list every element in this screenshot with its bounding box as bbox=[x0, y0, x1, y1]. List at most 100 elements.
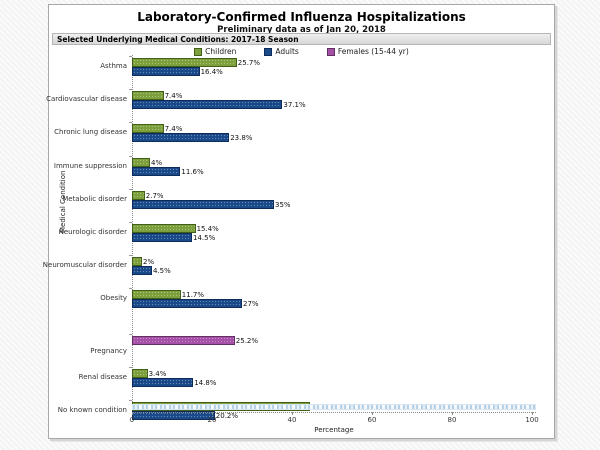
x-axis-tick bbox=[132, 412, 133, 415]
category-row-obesity: Obesity 11.7% 27% bbox=[100, 288, 532, 323]
y-axis-tick bbox=[129, 188, 132, 190]
bar-adults[interactable]: 11.6% bbox=[132, 166, 204, 176]
x-axis-tick bbox=[212, 412, 213, 415]
category-label: Metabolic disorder bbox=[62, 194, 127, 203]
y-axis-tick bbox=[129, 255, 132, 257]
legend-label: Children bbox=[205, 47, 237, 56]
category-row-cardiovascular-disease: Cardiovascular disease 7.4% 37.1% bbox=[46, 89, 532, 124]
panel-header: Selected Underlying Medical Conditions: … bbox=[52, 33, 551, 45]
bar-value-label: 11.7% bbox=[181, 291, 205, 300]
bar-value-label: 14.5% bbox=[193, 233, 216, 242]
category-label: Pregnancy bbox=[90, 347, 127, 355]
x-axis-tick-label: 60 bbox=[367, 416, 377, 424]
chart-subtitle: Preliminary data as of Jan 20, 2018 bbox=[217, 25, 386, 35]
chart-scrollbar[interactable] bbox=[132, 404, 536, 410]
category-label: Immune suppression bbox=[53, 161, 127, 170]
plot-area: Asthma 25.7% 16.4% Cardiovascular disease 7.… bbox=[43, 56, 532, 435]
bar-adults[interactable]: 35% bbox=[132, 199, 291, 209]
y-axis-tick bbox=[129, 221, 132, 223]
bar-value-label: 4% bbox=[151, 158, 163, 167]
category-row-metabolic-disorder: Metabolic disorder 2.7% 35% bbox=[62, 188, 532, 224]
legend-label: Adults bbox=[275, 47, 299, 56]
bar-value-label: 11.6% bbox=[181, 167, 204, 176]
category-label: No known condition bbox=[57, 405, 127, 414]
bar-value-label: 2% bbox=[143, 258, 155, 267]
bar-adults[interactable]: 16.4% bbox=[132, 67, 223, 76]
legend-swatch-icon bbox=[264, 47, 273, 56]
x-axis-tick-label: 0 bbox=[129, 416, 135, 424]
bar-value-label: 16.4% bbox=[200, 68, 223, 76]
bar-adults[interactable]: 4.5% bbox=[132, 266, 171, 276]
bar-value-label: 25.2% bbox=[235, 336, 259, 345]
bar-children[interactable]: 2.7% bbox=[132, 190, 164, 200]
x-axis-tick bbox=[372, 412, 373, 415]
bar-children[interactable]: 7.4% bbox=[132, 124, 182, 134]
y-axis-tick bbox=[129, 333, 132, 335]
bar-adults[interactable]: 20.2% bbox=[132, 410, 238, 420]
category-label: Neuromuscular disorder bbox=[42, 261, 127, 270]
y-axis-tick bbox=[129, 155, 132, 157]
category-label: Asthma bbox=[100, 62, 127, 70]
legend-item-females-15-44-yr[interactable]: Females (15-44 yr) bbox=[326, 47, 409, 56]
bar-value-label: 23.8% bbox=[230, 134, 253, 143]
bar-value-label: 20.2% bbox=[215, 411, 239, 420]
bar-children[interactable]: 3.4% bbox=[132, 368, 166, 378]
legend-item-children[interactable]: Children bbox=[194, 47, 236, 56]
bar-value-label: 3.4% bbox=[148, 369, 167, 378]
y-axis-tick bbox=[129, 122, 132, 124]
bar-value-label: 27% bbox=[243, 300, 259, 309]
bar-children[interactable]: 7.4% bbox=[132, 91, 182, 101]
bar-value-label: 2.7% bbox=[145, 191, 164, 200]
legend-item-adults[interactable]: Adults bbox=[264, 47, 299, 56]
bar-children[interactable]: 4% bbox=[132, 157, 162, 167]
category-label: Neurologic disorder bbox=[58, 227, 127, 236]
bar-value-label: 35% bbox=[275, 200, 291, 209]
legend-swatch-icon bbox=[326, 47, 335, 56]
bar-adults[interactable]: 23.8% bbox=[132, 133, 252, 143]
x-axis-tick bbox=[452, 412, 453, 415]
x-axis-tick-label: 80 bbox=[447, 416, 457, 424]
category-row-neurologic-disorder: Neurologic disorder 15.4% 14.5% bbox=[59, 221, 532, 257]
x-axis-tick bbox=[292, 412, 293, 415]
legend-swatch-icon bbox=[194, 47, 203, 56]
x-axis-tick-label: 20 bbox=[207, 416, 217, 424]
bar-adults[interactable]: 37.1% bbox=[132, 100, 306, 110]
x-axis-tick-label: 40 bbox=[287, 416, 297, 424]
bar-adults[interactable]: 14.5% bbox=[132, 232, 215, 242]
category-row-neuromuscular-disorder: Neuromuscular disorder 2% 4.5% bbox=[43, 255, 532, 290]
bar-adults[interactable]: 27% bbox=[132, 299, 259, 309]
y-axis-tick bbox=[129, 56, 132, 57]
bar-value-label: 7.4% bbox=[164, 125, 183, 134]
y-axis-tick bbox=[129, 89, 132, 91]
bar-children[interactable]: 25.7% bbox=[132, 58, 260, 67]
bar-children[interactable]: 11.7% bbox=[132, 290, 204, 300]
y-axis-tick bbox=[129, 288, 132, 290]
category-row-immune-suppression: Immune suppression 4% 11.6% bbox=[54, 155, 532, 191]
legend-label: Females (15-44 yr) bbox=[337, 47, 409, 56]
bar-children[interactable]: 2% bbox=[132, 257, 154, 267]
x-axis-tick-label: 100 bbox=[525, 416, 539, 424]
bar-adults[interactable]: 14.8% bbox=[132, 377, 216, 387]
bar-value-label: 25.7% bbox=[237, 59, 261, 67]
category-row-renal-disease: Renal disease 3.4% 14.8% bbox=[79, 366, 532, 402]
y-axis-tick bbox=[129, 366, 132, 368]
x-axis-line bbox=[132, 412, 536, 413]
category-row-chronic-lung-disease: Chronic lung disease 7.4% 23.8% bbox=[54, 122, 532, 157]
x-axis-title: Percentage bbox=[314, 426, 354, 434]
bar-females-15-44-yr[interactable]: 25.2% bbox=[132, 335, 258, 345]
bar-children[interactable]: 15.4% bbox=[132, 223, 219, 233]
legend: Children Adults Females (15-44 yr) bbox=[49, 47, 554, 56]
chart-title: Laboratory-Confirmed Influenza Hospitali… bbox=[137, 10, 466, 24]
category-label: Obesity bbox=[100, 294, 127, 303]
bar-value-label: 14.8% bbox=[194, 378, 217, 387]
category-label: Chronic lung disease bbox=[54, 128, 127, 137]
bar-value-label: 37.1% bbox=[283, 101, 306, 110]
category-row-asthma: Asthma 25.7% 16.4% bbox=[100, 56, 532, 91]
y-axis-tick bbox=[129, 399, 132, 401]
category-row-pregnancy: Pregnancy 25.2% bbox=[90, 333, 532, 369]
category-label: Renal disease bbox=[78, 372, 127, 381]
bar-value-label: 15.4% bbox=[196, 224, 219, 233]
category-label: Cardiovascular disease bbox=[46, 95, 127, 104]
bar-value-label: 4.5% bbox=[153, 267, 171, 276]
chart-panel: Laboratory-Confirmed Influenza Hospitali… bbox=[43, 4, 555, 439]
